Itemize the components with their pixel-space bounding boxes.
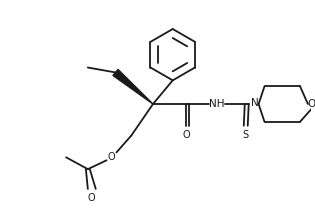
Polygon shape [113, 69, 153, 104]
Text: O: O [183, 130, 190, 140]
Text: S: S [243, 130, 249, 140]
Text: N: N [251, 98, 259, 108]
Text: NH: NH [209, 99, 225, 109]
Text: O: O [308, 99, 315, 109]
Text: O: O [108, 152, 115, 162]
Text: O: O [88, 193, 95, 203]
